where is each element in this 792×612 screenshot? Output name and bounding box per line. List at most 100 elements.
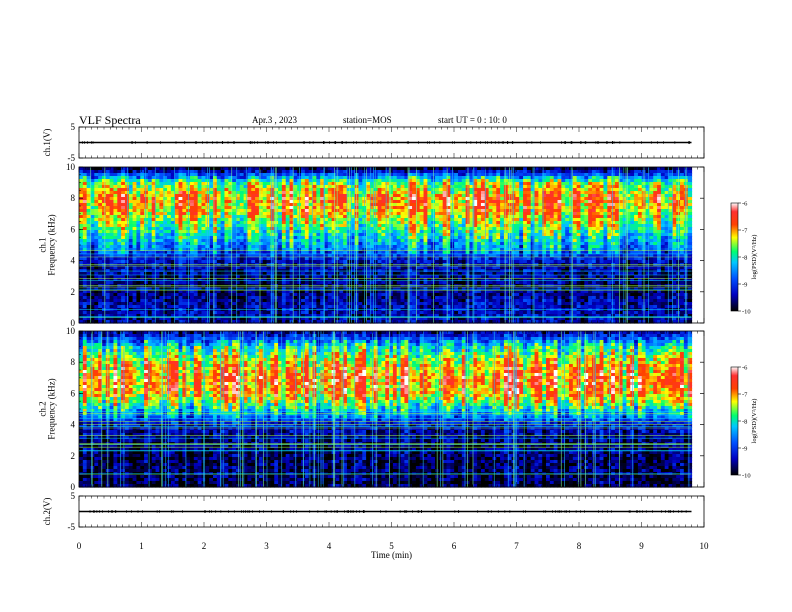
heatmap-cell bbox=[285, 197, 291, 201]
heatmap-cell bbox=[358, 188, 363, 192]
heatmap-cell bbox=[672, 170, 677, 174]
heatmap-cell bbox=[144, 167, 149, 171]
heatmap-cell bbox=[308, 179, 314, 183]
heatmap-cell bbox=[396, 191, 402, 195]
heatmap-cell bbox=[412, 200, 417, 204]
heatmap-cell bbox=[308, 203, 314, 207]
heatmap-cell bbox=[167, 203, 172, 207]
heatmap-cell bbox=[591, 185, 597, 189]
heatmap-cell bbox=[469, 203, 474, 207]
heatmap-cell bbox=[599, 167, 605, 171]
heatmap-cell bbox=[454, 194, 459, 198]
heatmap-cell bbox=[316, 188, 321, 192]
heatmap-cell bbox=[385, 200, 390, 204]
heatmap-cell bbox=[159, 188, 164, 192]
heatmap-cell bbox=[94, 176, 99, 180]
heatmap-cell bbox=[151, 182, 157, 186]
heatmap-cell bbox=[500, 167, 505, 171]
heatmap-cell bbox=[645, 200, 650, 204]
heatmap-cell bbox=[657, 188, 662, 192]
heatmap-cell bbox=[603, 203, 608, 207]
heatmap-cell bbox=[526, 191, 532, 195]
heatmap-cell bbox=[680, 194, 685, 198]
heatmap-cell bbox=[193, 209, 199, 213]
heatmap-cell bbox=[500, 188, 505, 192]
heatmap-cell bbox=[90, 170, 95, 174]
heatmap-cell bbox=[79, 200, 84, 204]
heatmap-cell bbox=[258, 173, 264, 177]
heatmap-cell bbox=[366, 194, 371, 198]
heatmap-cell bbox=[159, 182, 164, 186]
heatmap-cell bbox=[653, 206, 658, 210]
heatmap-cell bbox=[526, 185, 532, 189]
heatmap-cell bbox=[235, 176, 241, 180]
heatmap-cell bbox=[668, 170, 673, 174]
heatmap-cell bbox=[457, 206, 463, 210]
heatmap-cell bbox=[672, 191, 677, 195]
heatmap-cell bbox=[209, 182, 214, 186]
heatmap-cell bbox=[687, 170, 693, 174]
heatmap-cell bbox=[117, 191, 122, 195]
heatmap-cell bbox=[622, 200, 628, 204]
heatmap-cell bbox=[235, 167, 241, 171]
heatmap-cell bbox=[373, 182, 379, 186]
heatmap-cell bbox=[603, 191, 608, 195]
heatmap-cell bbox=[124, 173, 130, 177]
heatmap-cell bbox=[377, 209, 383, 213]
heatmap-cell bbox=[266, 197, 272, 201]
heatmap-cell bbox=[614, 197, 620, 201]
heatmap-cell bbox=[492, 197, 497, 201]
heatmap-cell bbox=[500, 200, 505, 204]
heatmap-cell bbox=[366, 170, 371, 174]
heatmap-cell bbox=[281, 206, 287, 210]
heatmap-cell bbox=[350, 194, 356, 198]
station-label: station=MOS bbox=[343, 115, 392, 125]
heatmap-cell bbox=[557, 194, 562, 198]
heatmap-cell bbox=[270, 176, 275, 180]
heatmap-cell bbox=[285, 176, 291, 180]
heatmap-cell bbox=[101, 206, 107, 210]
heatmap-cell bbox=[672, 194, 677, 198]
heatmap-cell bbox=[124, 182, 130, 186]
heatmap-cell bbox=[258, 209, 264, 213]
heatmap-cell bbox=[626, 188, 631, 192]
heatmap-cell bbox=[255, 179, 260, 183]
heatmap-cell bbox=[599, 182, 605, 186]
heatmap-cell bbox=[262, 194, 268, 198]
heatmap-cell bbox=[588, 185, 593, 189]
heatmap-cell bbox=[190, 173, 195, 177]
heatmap-cell bbox=[201, 191, 206, 195]
heatmap-cell bbox=[247, 206, 252, 210]
heatmap-cell bbox=[324, 185, 329, 189]
heatmap-cell bbox=[408, 197, 413, 201]
heatmap-cell bbox=[124, 200, 130, 204]
heatmap-cell bbox=[446, 173, 451, 177]
heatmap-cell bbox=[109, 203, 115, 207]
heatmap-cell bbox=[538, 176, 543, 180]
heatmap-cell bbox=[392, 197, 398, 201]
heatmap-cell bbox=[373, 179, 379, 183]
heatmap-cell bbox=[98, 173, 103, 177]
heatmap-cell bbox=[473, 167, 478, 171]
heatmap-cell bbox=[312, 197, 317, 201]
heatmap-cell bbox=[117, 197, 122, 201]
heatmap-cell bbox=[580, 185, 585, 189]
heatmap-cell bbox=[680, 197, 685, 201]
heatmap-cell bbox=[584, 200, 589, 204]
heatmap-cell bbox=[653, 194, 658, 198]
heatmap-cell bbox=[320, 203, 325, 207]
start-ut-label: start UT = 0 : 10: 0 bbox=[438, 115, 507, 125]
heatmap-cell bbox=[622, 179, 628, 183]
heatmap-cell bbox=[128, 179, 134, 183]
heatmap-cell bbox=[576, 203, 582, 207]
heatmap-cell bbox=[82, 203, 88, 207]
heatmap-cell bbox=[358, 182, 363, 186]
heatmap-cell bbox=[408, 194, 413, 198]
heatmap-cell bbox=[473, 194, 478, 198]
heatmap-cell bbox=[442, 191, 448, 195]
heatmap-cell bbox=[232, 209, 237, 213]
heatmap-cell bbox=[224, 182, 229, 186]
heatmap-cell bbox=[634, 170, 639, 174]
heatmap-cell bbox=[576, 176, 582, 180]
heatmap-cell bbox=[339, 194, 344, 198]
